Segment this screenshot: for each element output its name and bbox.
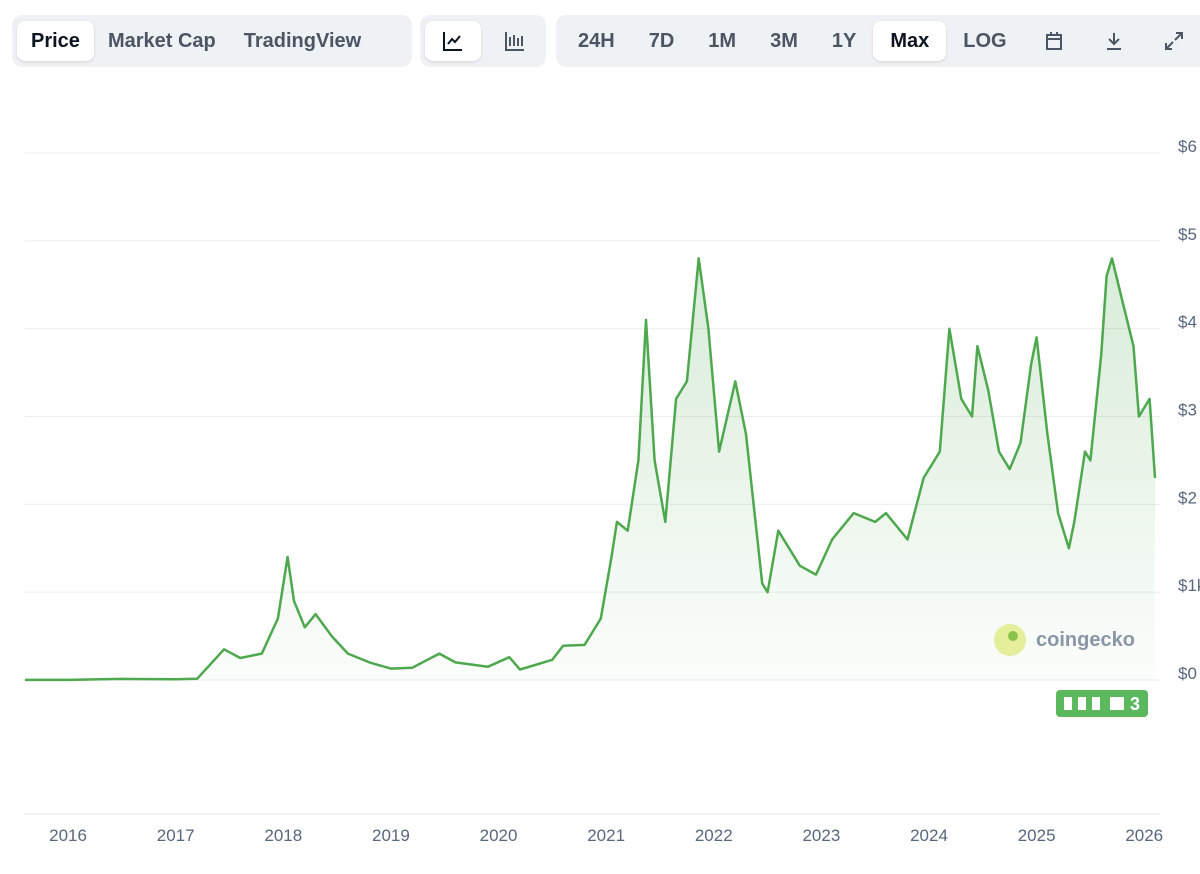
tab-button[interactable]: 24H: [578, 29, 615, 52]
watermark: coingecko: [994, 624, 1135, 656]
tab-button[interactable]: LOG: [963, 29, 1007, 52]
tab-button[interactable]: 7D: [648, 29, 675, 52]
line-chart-button[interactable]: [425, 21, 481, 61]
tab-button[interactable]: TradingView: [243, 29, 362, 52]
tab-button[interactable]: 3M: [770, 29, 798, 52]
expand-button[interactable]: [1144, 21, 1200, 61]
range-tabs: 24H 7D 1M 3M 1Y Max LOG: [556, 15, 1200, 67]
price-line: [25, 257, 1157, 682]
x-tick-label: 2022: [695, 826, 733, 845]
tab-button[interactable]: Max: [873, 21, 947, 61]
tab-button[interactable]: Market Cap: [107, 29, 216, 52]
news-badge[interactable]: 3: [1056, 690, 1148, 717]
y-tick-label: $3: [1178, 401, 1197, 420]
x-tick-label: 2024: [910, 826, 948, 845]
y-tick-label: $6: [1178, 137, 1197, 156]
download-button[interactable]: [1084, 21, 1144, 61]
tab-button[interactable]: 1Y: [831, 29, 857, 52]
x-tick-label: 2026: [1125, 826, 1163, 845]
price-area: [25, 258, 1155, 680]
y-tick-label: $0: [1178, 664, 1197, 683]
tab-button[interactable]: Price: [17, 21, 94, 61]
chart-type-group: [420, 15, 546, 67]
tab-button[interactable]: 1M: [708, 29, 737, 52]
badge-count: 3: [1130, 694, 1140, 714]
calendar-button[interactable]: [1024, 21, 1084, 61]
x-tick-label: 2019: [372, 826, 410, 845]
x-tick-label: 2017: [157, 826, 195, 845]
x-tick-label: 2023: [802, 826, 840, 845]
y-tick-label: $4: [1178, 313, 1197, 332]
watermark-text: coingecko: [1036, 629, 1135, 651]
x-tick-label: 2020: [480, 826, 518, 845]
x-tick-label: 2021: [587, 826, 625, 845]
x-tick-label: 2025: [1018, 826, 1056, 845]
x-tick-label: 2016: [49, 826, 87, 845]
view-tabs: Price Market Cap TradingView: [12, 15, 412, 67]
y-tick-label: $1k: [1178, 576, 1200, 595]
y-tick-label: $2: [1178, 488, 1197, 507]
y-tick-label: $5: [1178, 225, 1197, 244]
candle-chart-button[interactable]: [487, 21, 543, 61]
x-tick-label: 2018: [264, 826, 302, 845]
